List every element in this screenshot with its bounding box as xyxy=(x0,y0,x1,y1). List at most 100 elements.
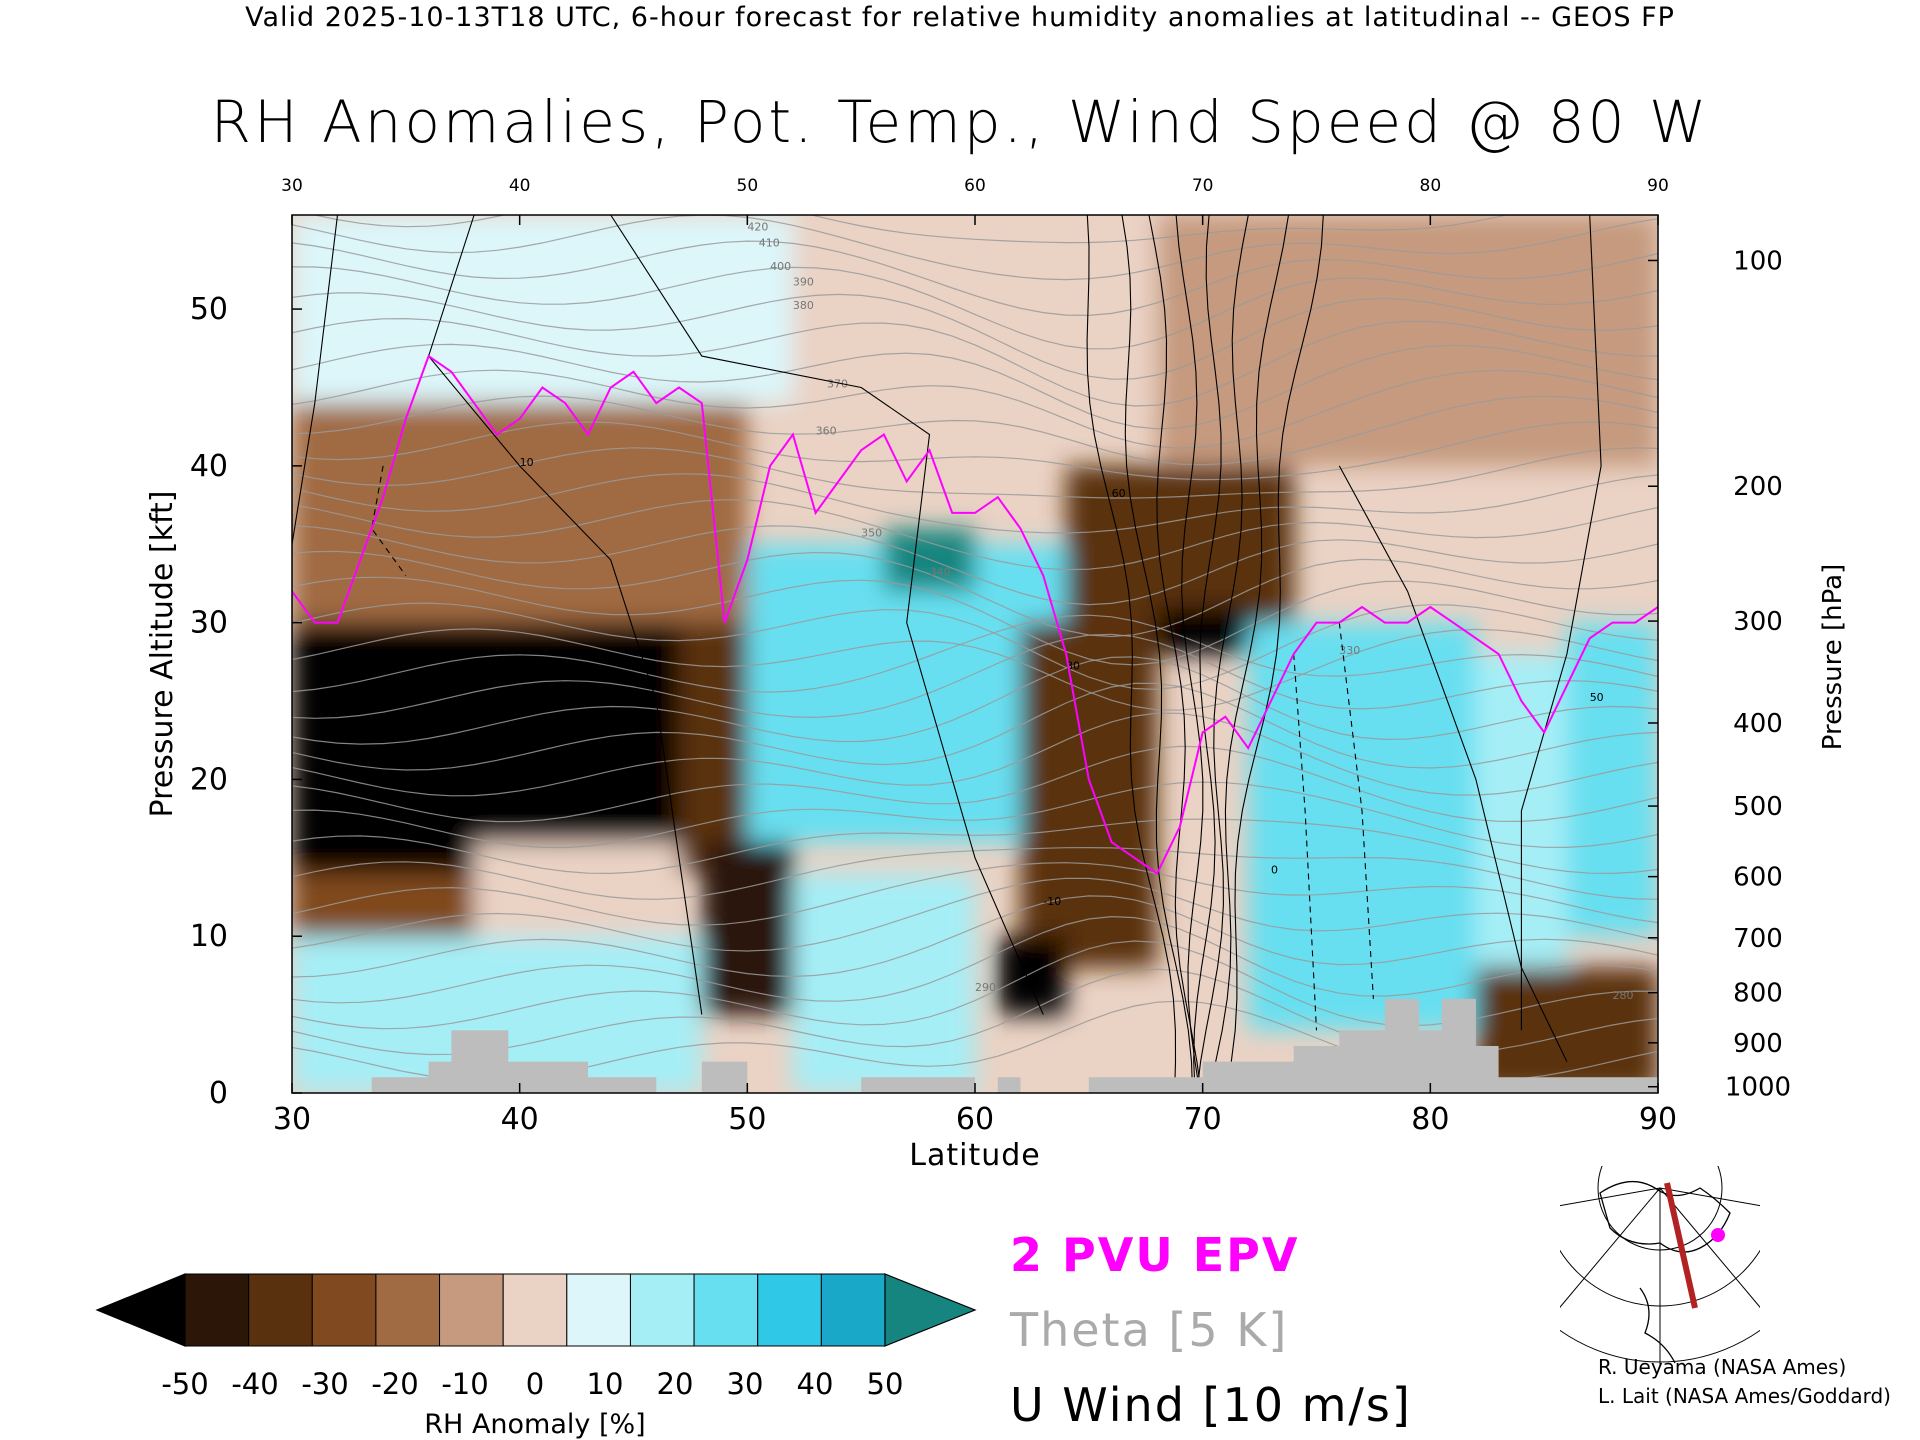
map-coastline xyxy=(1639,1287,1676,1364)
legend-epv: 2 PVU EPV xyxy=(1010,1228,1300,1282)
x-top-tick-label: 80 xyxy=(1420,176,1442,196)
pressure-tick-label: 900 xyxy=(1733,1029,1783,1059)
colorbar-tick-label: -30 xyxy=(301,1367,348,1401)
u-wind-label: 50 xyxy=(1590,691,1604,704)
colorbar-tick-label: 40 xyxy=(797,1367,834,1401)
theta-contour xyxy=(292,628,1658,711)
rh-anomaly-cell xyxy=(997,936,1067,1015)
colorbar-swatch xyxy=(629,1273,695,1347)
colorbar: -50 -40 -30 -20 -10 0 10 20 30 40 50 RH Anomaly [%] xyxy=(95,1273,977,1440)
colorbar-swatch xyxy=(439,1273,504,1347)
colorbar-under-arrow xyxy=(95,1273,186,1347)
x-tick-label: 90 xyxy=(1639,1102,1677,1137)
x-tick-label: 30 xyxy=(273,1102,311,1137)
map-section-line xyxy=(1664,1182,1698,1309)
pressure-tick-label: 1000 xyxy=(1725,1073,1791,1103)
x-axis-label: Latitude xyxy=(909,1138,1040,1173)
x-top-tick-label: 30 xyxy=(281,176,303,196)
theta-contour xyxy=(292,846,1658,900)
axes-group: 3030404050506060707080809090010203040501… xyxy=(145,176,1848,1173)
theta-label: 290 xyxy=(975,981,996,994)
pressure-tick-label: 300 xyxy=(1733,607,1783,637)
map-marker xyxy=(1711,1228,1725,1242)
u-wind-contour xyxy=(610,215,1044,1015)
x-tick-label: 40 xyxy=(501,1102,539,1137)
u-wind-contour xyxy=(1193,215,1222,1093)
colorbar-swatch xyxy=(248,1273,313,1347)
pressure-tick-label: 500 xyxy=(1733,792,1783,822)
rh-anomaly-cell xyxy=(292,215,793,404)
x-top-tick-label: 40 xyxy=(509,176,531,196)
terrain-fill xyxy=(292,998,1658,1093)
colorbar-tick-label: 50 xyxy=(867,1367,904,1401)
theta-contour xyxy=(292,862,1658,926)
header-text: Valid 2025-10-13T18 UTC, 6-hour forecast… xyxy=(245,2,1675,33)
rh-anomaly-cell xyxy=(1020,622,1158,968)
rh-anomaly-field xyxy=(292,215,1658,1093)
map-coastline xyxy=(1599,1181,1731,1253)
theta-label: 330 xyxy=(1339,644,1360,657)
theta-contour xyxy=(292,895,1658,978)
colorbar-swatch xyxy=(184,1273,250,1347)
y-tick-label: 0 xyxy=(209,1076,228,1111)
colorbar-swatch xyxy=(375,1273,441,1347)
theta-contour xyxy=(292,317,1658,407)
u-wind-label: 0 xyxy=(1271,864,1278,877)
theta-contour xyxy=(292,712,1658,797)
theta-contour xyxy=(292,550,1658,638)
rh-anomaly-cell xyxy=(679,622,748,874)
theta-contour xyxy=(292,369,1658,449)
colorbar-tick-label: 0 xyxy=(526,1367,544,1401)
theta-contour xyxy=(312,215,1509,244)
colorbar-tick-label: -10 xyxy=(441,1367,488,1401)
pressure-tick-label: 700 xyxy=(1733,924,1783,954)
rh-anomaly-cell xyxy=(1566,622,1658,937)
pressure-tick-label: 100 xyxy=(1733,246,1783,276)
rh-anomaly-cell xyxy=(701,842,793,1015)
theta-contour xyxy=(292,499,1658,571)
pressure-tick-label: 600 xyxy=(1733,863,1783,893)
u-wind-contour xyxy=(1224,215,1324,1093)
rh-anomaly-cell xyxy=(792,873,975,1093)
colorbar-tick-label: 30 xyxy=(727,1367,764,1401)
theta-contour xyxy=(292,421,1658,481)
rh-anomaly-cell xyxy=(792,215,1158,404)
theta-contour xyxy=(292,292,1658,380)
rh-anomaly-cell xyxy=(747,544,1067,843)
u-wind-contour xyxy=(1148,215,1202,1093)
locator-map xyxy=(1560,1166,1760,1366)
epv-line-group xyxy=(292,354,1658,875)
rh-anomaly-cell xyxy=(1066,465,1294,623)
x-top-tick-label: 60 xyxy=(964,176,986,196)
theta-contour xyxy=(292,576,1658,666)
theta-contour xyxy=(292,473,1658,534)
u-wind-label: 60 xyxy=(1112,487,1126,500)
y-axis-label-left: Pressure Altitude [kft] xyxy=(145,491,180,818)
colorbar-label: RH Anomaly [%] xyxy=(424,1409,645,1440)
u-wind-label: -10 xyxy=(1043,895,1061,908)
map-meridian xyxy=(1560,1187,1661,1308)
y-tick-label: 50 xyxy=(190,292,228,327)
u-wind-contour-negative xyxy=(371,465,407,576)
theta-contour xyxy=(292,240,1658,317)
theta-contour xyxy=(292,215,1658,281)
theta-contour xyxy=(292,818,1658,875)
u-wind-contour xyxy=(1121,215,1194,1093)
theta-contour xyxy=(292,602,1658,691)
theta-label: 370 xyxy=(827,377,848,390)
theta-label: 420 xyxy=(747,221,768,234)
theta-contour xyxy=(292,447,1658,499)
theta-contour xyxy=(292,940,1658,1030)
theta-label: 380 xyxy=(793,299,814,312)
map-meridian xyxy=(1659,1187,1760,1207)
theta-contour xyxy=(292,343,1658,430)
map-meridian xyxy=(1560,1187,1661,1207)
x-top-tick-label: 90 xyxy=(1647,176,1669,196)
u-wind-contour xyxy=(1520,215,1602,1031)
colorbar-swatch xyxy=(566,1273,631,1347)
u-wind-contour xyxy=(292,215,339,545)
u-wind-contour xyxy=(1208,215,1290,1093)
theta-label: 410 xyxy=(759,236,780,249)
x-tick-label: 70 xyxy=(1184,1102,1222,1137)
